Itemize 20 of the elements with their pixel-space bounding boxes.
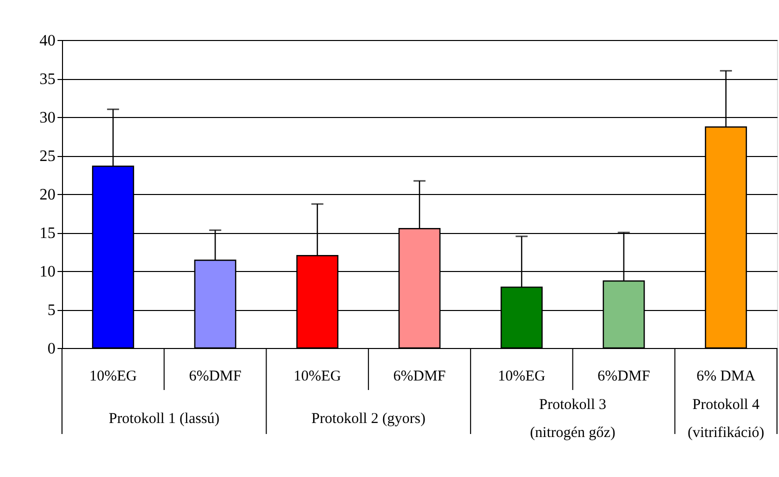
x-tick-label: 6%DMF: [393, 368, 446, 384]
text: Protokoll 4 (vitrifikáció): [688, 397, 764, 441]
y-tick-label: 10: [40, 264, 56, 280]
y-tick-label: 25: [40, 148, 56, 165]
x-tick-label: 6% DMA: [696, 368, 756, 384]
text: Protokoll 2 (gyors): [311, 411, 426, 427]
y-tick-label: 30: [40, 110, 56, 126]
x-tick-label: 6%DMF: [188, 368, 242, 384]
y-tick-label: 35: [40, 71, 56, 88]
y-tick-label: 15: [40, 225, 56, 242]
x-tick-label: 10%EG: [294, 368, 342, 384]
x-tick-label: 10%EG: [89, 368, 137, 384]
text: Protokoll 1 (lassú): [108, 411, 220, 427]
y-tick-label: 40: [40, 32, 56, 50]
text: Protokoll 3 (nitrogén gőz): [530, 397, 616, 441]
y-tick-label: 5: [48, 302, 56, 319]
x-tick-label: 6%DMF: [598, 368, 650, 384]
x-tick-label: 10%EG: [498, 368, 546, 384]
y-tick-label: 0: [48, 340, 56, 358]
y-tick-label: 20: [40, 186, 56, 204]
